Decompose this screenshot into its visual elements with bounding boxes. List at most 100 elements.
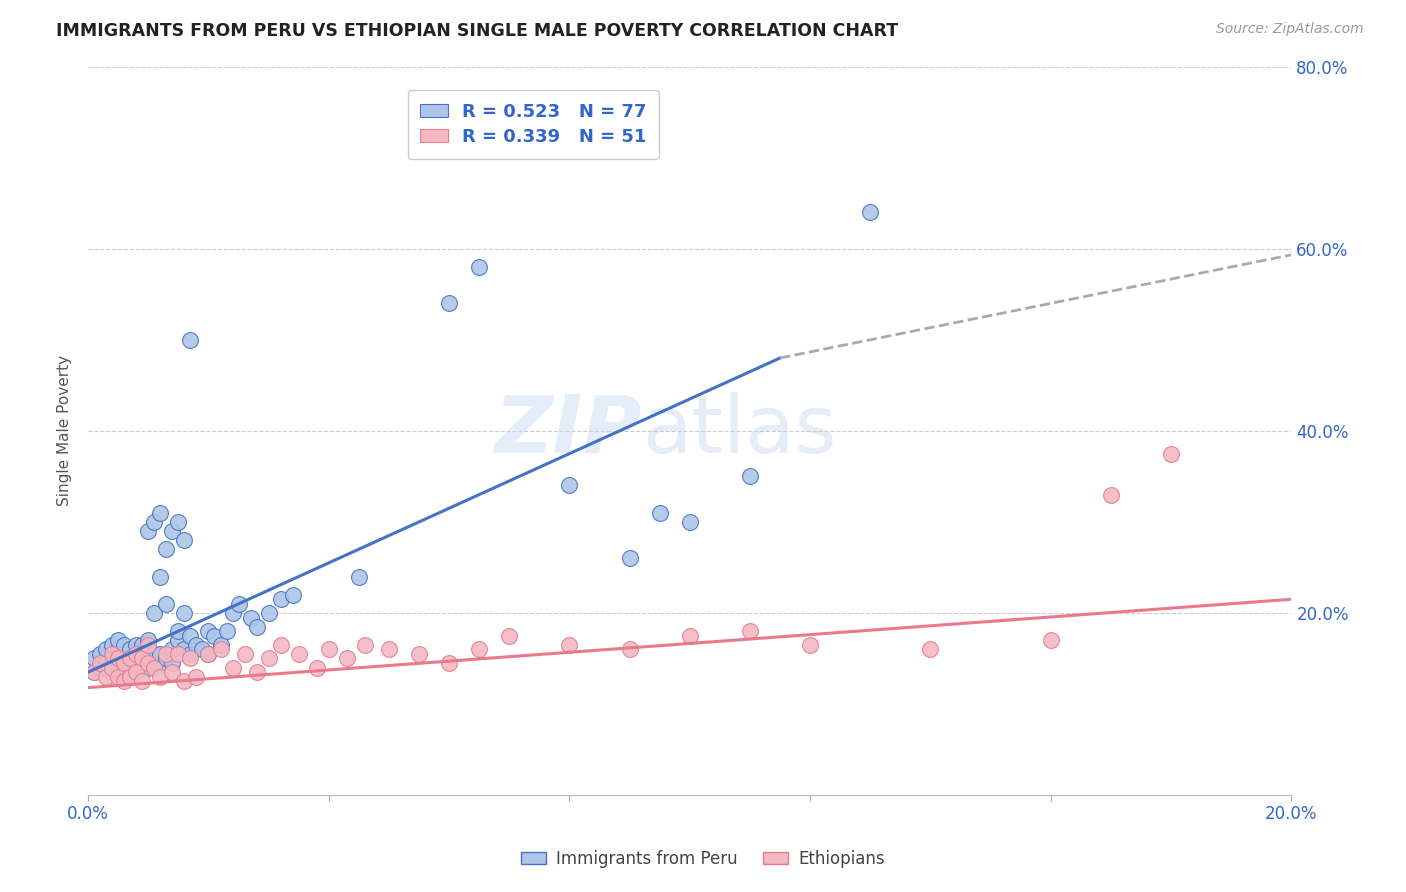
Point bbox=[167, 624, 190, 639]
Point bbox=[179, 647, 201, 661]
Point bbox=[96, 642, 118, 657]
Point bbox=[305, 660, 328, 674]
Point bbox=[186, 638, 208, 652]
Point bbox=[437, 656, 460, 670]
Point bbox=[125, 665, 148, 680]
Point bbox=[101, 638, 124, 652]
Point bbox=[233, 647, 256, 661]
Point bbox=[619, 642, 641, 657]
Point bbox=[101, 665, 124, 680]
Point bbox=[197, 647, 219, 661]
Point bbox=[437, 296, 460, 310]
Point bbox=[107, 660, 129, 674]
Point bbox=[920, 642, 942, 657]
Point bbox=[120, 642, 142, 657]
Point bbox=[149, 656, 172, 670]
Point bbox=[859, 205, 882, 219]
Point bbox=[120, 651, 142, 665]
Point bbox=[107, 647, 129, 661]
Point bbox=[96, 670, 118, 684]
Legend: R = 0.523   N = 77, R = 0.339   N = 51: R = 0.523 N = 77, R = 0.339 N = 51 bbox=[408, 90, 659, 159]
Point bbox=[136, 524, 159, 538]
Point bbox=[131, 638, 153, 652]
Point bbox=[281, 588, 304, 602]
Point bbox=[101, 647, 124, 661]
Point bbox=[191, 642, 214, 657]
Point bbox=[162, 656, 184, 670]
Point bbox=[120, 670, 142, 684]
Text: IMMIGRANTS FROM PERU VS ETHIOPIAN SINGLE MALE POVERTY CORRELATION CHART: IMMIGRANTS FROM PERU VS ETHIOPIAN SINGLE… bbox=[56, 22, 898, 40]
Point bbox=[112, 674, 135, 689]
Point bbox=[131, 647, 153, 661]
Point bbox=[1099, 487, 1122, 501]
Point bbox=[246, 665, 269, 680]
Point bbox=[221, 660, 243, 674]
Point bbox=[215, 624, 238, 639]
Point bbox=[558, 478, 581, 492]
Point bbox=[162, 524, 184, 538]
Text: atlas: atlas bbox=[641, 392, 837, 470]
Point bbox=[173, 674, 195, 689]
Point bbox=[173, 533, 195, 547]
Point bbox=[162, 642, 184, 657]
Point bbox=[149, 670, 172, 684]
Point bbox=[257, 606, 280, 620]
Point bbox=[83, 665, 105, 680]
Point bbox=[96, 656, 118, 670]
Text: ZIP: ZIP bbox=[495, 392, 641, 470]
Point bbox=[149, 506, 172, 520]
Point bbox=[197, 647, 219, 661]
Point bbox=[173, 642, 195, 657]
Point bbox=[136, 638, 159, 652]
Point bbox=[186, 670, 208, 684]
Point bbox=[738, 469, 761, 483]
Y-axis label: Single Male Poverty: Single Male Poverty bbox=[58, 355, 72, 507]
Point bbox=[155, 651, 177, 665]
Point bbox=[143, 606, 166, 620]
Point bbox=[83, 651, 105, 665]
Point bbox=[209, 638, 232, 652]
Point bbox=[143, 647, 166, 661]
Point bbox=[89, 656, 111, 670]
Point bbox=[287, 647, 309, 661]
Point bbox=[354, 638, 377, 652]
Point bbox=[648, 506, 671, 520]
Point bbox=[155, 647, 177, 661]
Point bbox=[1039, 633, 1062, 648]
Point bbox=[155, 597, 177, 611]
Point bbox=[89, 647, 111, 661]
Point bbox=[136, 651, 159, 665]
Point bbox=[101, 651, 124, 665]
Point bbox=[125, 656, 148, 670]
Point bbox=[131, 660, 153, 674]
Point bbox=[167, 515, 190, 529]
Point bbox=[197, 624, 219, 639]
Point bbox=[125, 647, 148, 661]
Point bbox=[136, 660, 159, 674]
Point bbox=[89, 660, 111, 674]
Point bbox=[679, 515, 702, 529]
Point bbox=[149, 569, 172, 583]
Point bbox=[179, 629, 201, 643]
Point bbox=[270, 592, 292, 607]
Point bbox=[131, 651, 153, 665]
Point bbox=[498, 629, 520, 643]
Point bbox=[136, 642, 159, 657]
Point bbox=[125, 647, 148, 661]
Point bbox=[679, 629, 702, 643]
Point bbox=[204, 629, 226, 643]
Point bbox=[136, 656, 159, 670]
Point bbox=[107, 651, 129, 665]
Point bbox=[107, 642, 129, 657]
Point bbox=[155, 542, 177, 557]
Point bbox=[125, 638, 148, 652]
Legend: Immigrants from Peru, Ethiopians: Immigrants from Peru, Ethiopians bbox=[515, 844, 891, 875]
Point bbox=[246, 619, 269, 633]
Text: Source: ZipAtlas.com: Source: ZipAtlas.com bbox=[1216, 22, 1364, 37]
Point bbox=[107, 670, 129, 684]
Point bbox=[143, 656, 166, 670]
Point bbox=[336, 651, 359, 665]
Point bbox=[112, 656, 135, 670]
Point bbox=[228, 597, 250, 611]
Point bbox=[318, 642, 340, 657]
